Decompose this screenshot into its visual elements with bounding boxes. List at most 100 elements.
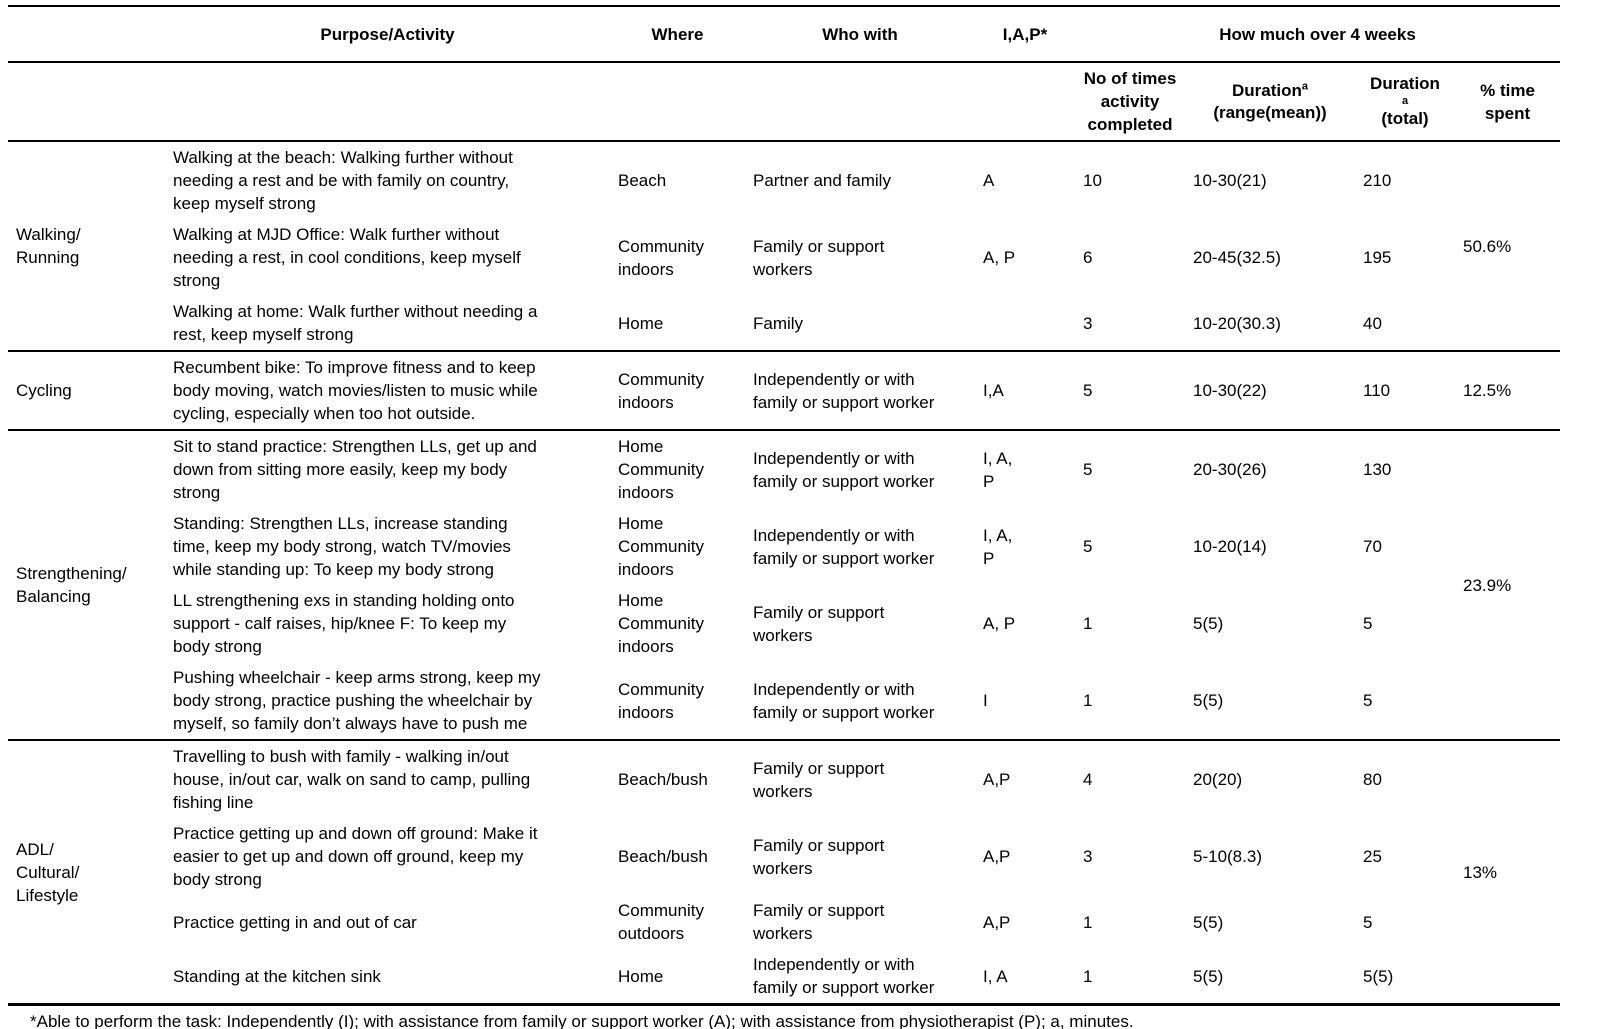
table-footnote: *Able to perform the task: Independently…: [30, 1012, 1134, 1029]
times-cell: 5: [1083, 460, 1093, 479]
who-cell: Family or support workers: [753, 901, 885, 943]
table-row: Standing at the kitchen sink Home Indepe…: [8, 949, 1560, 1005]
table-row: Strengthening/ Balancing Sit to stand pr…: [8, 430, 1560, 606]
subheader-blank-4: [745, 62, 975, 142]
duration-total-cell: 5: [1363, 912, 1373, 932]
duration-total-cell: 195: [1363, 248, 1392, 267]
activity-cell: Standing at the kitchen sink: [173, 966, 381, 986]
table-row: ADL/ Cultural/ Lifestyle Travelling to b…: [8, 740, 1560, 905]
where-cell: Community indoors: [618, 369, 704, 412]
who-cell: Family or support workers: [753, 602, 885, 645]
iap-cell: A, P: [983, 248, 1016, 267]
where-cell: Home: [618, 966, 664, 986]
iap-cell: A, P: [983, 614, 1016, 633]
header-category-blank: [8, 6, 165, 63]
duration-range-cell: 5(5): [1193, 966, 1224, 986]
duration-range-cell: 10-30(21): [1193, 171, 1267, 190]
duration-range-cell: 10-20(14): [1193, 537, 1267, 556]
activity-cell: Walking at the beach: Walking further wi…: [173, 148, 513, 213]
where-cell: Beach/bush: [618, 847, 708, 866]
where-cell: Community outdoors: [618, 901, 704, 943]
category-label: Walking/ Running: [16, 225, 81, 267]
iap-cell: I, A, P: [983, 448, 1013, 491]
duration-range-cell: 20-45(32.5): [1193, 248, 1281, 267]
who-cell: Independently or with family or support …: [753, 448, 935, 491]
duration-range-cell: 10-20(30.3): [1193, 313, 1281, 333]
superscript-a: a: [1301, 79, 1308, 92]
activity-cell: Recumbent bike: To improve fitness and t…: [173, 358, 538, 423]
iap-cell: A,P: [983, 847, 1011, 866]
table-header: Purpose/Activity Where Who with I,A,P* H…: [8, 6, 1561, 142]
times-cell: 5: [1083, 537, 1093, 556]
duration-total-cell: 5: [1363, 691, 1373, 710]
where-cell: Community indoors: [618, 679, 704, 722]
activity-cell: Pushing wheelchair - keep arms strong, k…: [173, 668, 541, 733]
who-cell: Independently or with family or support …: [753, 679, 935, 722]
group-adl-cultural-lifestyle: ADL/ Cultural/ Lifestyle Travelling to b…: [8, 740, 1561, 1005]
table-row: Practice getting up and down off ground:…: [8, 818, 1560, 895]
duration-range-cell: 5(5): [1193, 614, 1224, 633]
iap-cell: I: [983, 691, 988, 710]
duration-total-cell: 40: [1363, 313, 1382, 333]
subheader-blank-5: [975, 62, 1075, 142]
group-walking-running: Walking/ Running Walking at the beach: W…: [8, 141, 1561, 351]
where-cell: Home Community indoors: [618, 591, 704, 656]
where-cell: Home Community indoors: [618, 514, 704, 579]
times-cell: 5: [1083, 381, 1093, 400]
who-cell: Independently or with family or support …: [753, 369, 935, 412]
pct-time-cell: 12.5%: [1463, 381, 1512, 400]
table-row: Walking/ Running Walking at the beach: W…: [8, 141, 1560, 267]
table-row: LL strengthening exs in standing holding…: [8, 585, 1560, 662]
activity-cell: Walking at home: Walk further without ne…: [173, 302, 538, 344]
duration-total-cell: 210: [1363, 171, 1392, 190]
iap-cell: A,P: [983, 770, 1011, 789]
pct-time-cell: 23.9%: [1463, 575, 1512, 595]
duration-range-cell: 10-30(22): [1193, 381, 1267, 400]
table-row: Standing: Strengthen LLs, increase stand…: [8, 508, 1560, 585]
category-label: ADL/ Cultural/ Lifestyle: [16, 839, 80, 905]
subheader-blank-1: [8, 62, 165, 142]
activity-cell: Practice getting in and out of car: [173, 912, 417, 932]
duration-range-cell: 20(20): [1193, 770, 1243, 789]
duration-total-word: Duration: [1370, 74, 1440, 93]
iap-cell: A,P: [983, 912, 1011, 932]
category-label: Cycling: [16, 381, 72, 400]
activity-cell: LL strengthening exs in standing holding…: [173, 591, 515, 656]
times-cell: 1: [1083, 966, 1093, 986]
times-cell: 3: [1083, 313, 1093, 333]
activity-cell: Sit to stand practice: Strengthen LLs, g…: [173, 437, 537, 502]
subheader-blank-3: [610, 62, 745, 142]
duration-range-paren: (range(mean)): [1213, 102, 1327, 122]
duration-total-cell: 80: [1363, 770, 1382, 789]
where-cell: Beach: [618, 171, 667, 190]
duration-total-cell: 5(5): [1363, 966, 1394, 986]
times-cell: 10: [1083, 171, 1102, 190]
where-cell: Beach/bush: [618, 770, 708, 789]
header-how-much: How much over 4 weeks: [1075, 6, 1561, 63]
header-iap: I,A,P*: [975, 6, 1075, 63]
duration-range-cell: 20-30(26): [1193, 460, 1267, 479]
header-who-with: Who with: [745, 6, 975, 63]
duration-total-paren: (total): [1381, 109, 1429, 128]
duration-range-word: Durationa: [1231, 79, 1308, 100]
table-row: Practice getting in and out of car Commu…: [8, 895, 1560, 949]
activity-cell: Walking at MJD Office: Walk further with…: [173, 225, 521, 290]
times-cell: 1: [1083, 691, 1093, 710]
category-label: Strengthening/ Balancing: [16, 564, 127, 606]
group-cycling: Cycling Recumbent bike: To improve fitne…: [8, 351, 1561, 430]
duration-range-cell: 5-10(8.3): [1193, 847, 1262, 866]
superscript-a: a: [1401, 95, 1409, 107]
subheader-duration-total: Duration a (total): [1355, 62, 1455, 142]
subheader-blank-2: [165, 62, 610, 142]
who-cell: Family: [753, 313, 804, 333]
times-cell: 1: [1083, 614, 1093, 633]
activity-summary-table: Purpose/Activity Where Who with I,A,P* H…: [8, 5, 1561, 1006]
duration-total-cell: 25: [1363, 847, 1382, 866]
header-row-2: No of times activity completed Durationa…: [8, 62, 1561, 142]
header-purpose-activity: Purpose/Activity: [165, 6, 610, 63]
duration-total-cell: 130: [1363, 460, 1392, 479]
iap-cell: [975, 296, 1075, 351]
activity-cell: Practice getting up and down off ground:…: [173, 824, 538, 889]
table-row: Cycling Recumbent bike: To improve fitne…: [8, 351, 1560, 430]
activity-cell: Travelling to bush with family - walking…: [173, 747, 531, 812]
